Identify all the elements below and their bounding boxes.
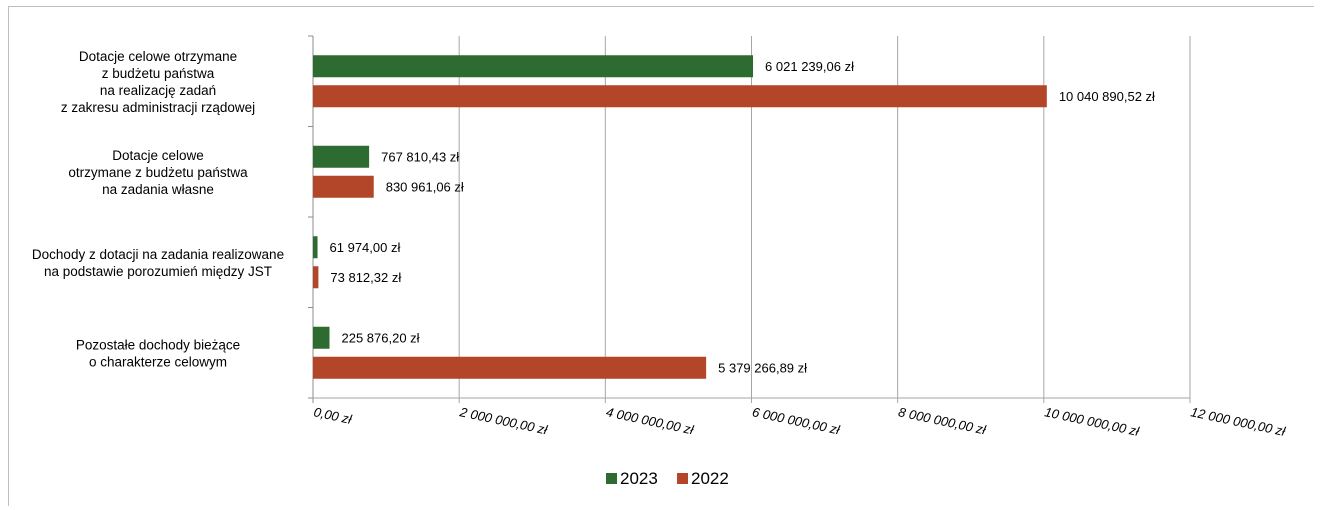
bar-2022-3	[313, 357, 706, 379]
bar-2022-1	[313, 176, 374, 198]
x-tick-label: 12 000 000,00 zł	[1189, 404, 1287, 439]
data-label: 830 961,06 zł	[386, 179, 464, 194]
bar-2022-2	[313, 266, 318, 288]
legend-label-2022: 2022	[691, 469, 729, 488]
bar-2023-3	[313, 327, 330, 349]
category-label: Dotacje celowe otrzymane z budżetu państw…	[61, 49, 255, 115]
x-tick-label: 4 000 000,00 zł	[605, 404, 696, 437]
bar-2023-1	[313, 146, 369, 168]
legend: 2023 2022	[606, 469, 729, 488]
x-tick-label: 0,00 zł	[312, 404, 354, 427]
data-label: 225 876,20 zł	[342, 330, 420, 345]
x-tick-label: 6 000 000,00 zł	[751, 404, 842, 437]
data-label: 5 379 266,89 zł	[718, 360, 807, 375]
data-label: 6 021 239,06 zł	[765, 59, 854, 74]
legend-swatch-2022	[677, 473, 688, 484]
bars	[313, 55, 1047, 379]
x-tick-label: 8 000 000,00 zł	[897, 404, 988, 437]
x-tick-label: 10 000 000,00 zł	[1043, 404, 1141, 439]
data-label: 767 810,43 zł	[381, 149, 459, 164]
category-label: Dochody z dotacji na zadania realizowane…	[32, 247, 284, 279]
data-label: 73 812,32 zł	[330, 270, 401, 285]
category-label: Dotacje celowe otrzymane z budżetu państw…	[68, 148, 248, 197]
legend-swatch-2023	[606, 473, 617, 484]
x-axis-ticks: 0,00 zł 2 000 000,00 zł 4 000 000,00 zł 6 0…	[312, 404, 1287, 439]
data-label: 10 040 890,52 zł	[1059, 89, 1155, 104]
bar-2023-0	[313, 55, 753, 77]
bar-2022-0	[313, 85, 1047, 107]
legend-label-2023: 2023	[620, 469, 658, 488]
x-tick-label: 2 000 000,00 zł	[458, 404, 550, 438]
category-labels: Dotacje celowe otrzymane z budżetu państw…	[32, 49, 284, 370]
bar-2023-2	[313, 236, 318, 258]
category-label: Pozostałe dochody bieżące o charakterze c…	[76, 337, 240, 369]
data-label: 61 974,00 zł	[330, 240, 401, 255]
